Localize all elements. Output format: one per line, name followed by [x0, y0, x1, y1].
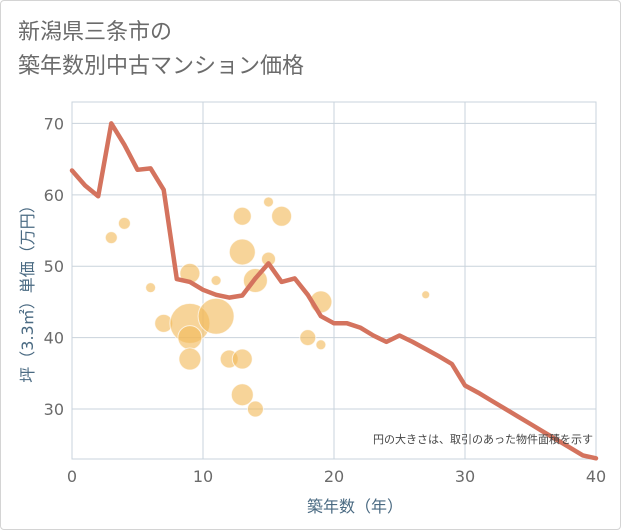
bubble-point-6	[177, 325, 203, 351]
bubble-point-17	[263, 196, 274, 208]
title-line-2: 築年数別中古マンション価格	[18, 54, 305, 79]
x-axis-label: 築年数（年）	[307, 497, 403, 516]
x-tick-20: 20	[324, 467, 344, 486]
y-tick-40: 40	[44, 329, 64, 348]
bubble-point-23	[421, 290, 431, 300]
x-tick-0: 0	[67, 467, 77, 486]
y-tick-70: 70	[44, 114, 64, 133]
grid	[71, 101, 597, 460]
bubble-series	[104, 196, 431, 418]
bubble-point-13	[231, 348, 253, 370]
bubble-point-14	[230, 383, 254, 407]
x-tick-40: 40	[586, 467, 606, 486]
bubble-point-9	[210, 275, 222, 286]
bubble-point-2	[145, 282, 157, 294]
y-axis-ticks: 30 40 50 60 70	[44, 114, 64, 419]
y-tick-60: 60	[44, 186, 64, 205]
bubble-point-20	[299, 329, 317, 347]
x-tick-10: 10	[193, 467, 213, 486]
chart-title: 新潟県三条市の 築年数別中古マンション価格	[18, 16, 304, 84]
bubble-point-19	[271, 205, 293, 227]
bubble-point-1	[117, 216, 131, 230]
bubble-point-12	[228, 238, 256, 266]
bubble-point-0	[104, 231, 118, 245]
size-note: 円の大きさは、取引のあった物件面積を示す	[373, 432, 593, 446]
bubble-point-22	[315, 339, 327, 351]
y-tick-50: 50	[44, 257, 64, 276]
y-tick-30: 30	[44, 400, 64, 419]
title-line-1: 新潟県三条市の	[18, 20, 173, 45]
x-axis-ticks: 0 10 20 30 40	[67, 467, 606, 486]
bubble-point-11	[232, 206, 252, 226]
y-axis-label: 坪（3.3㎡）単価（万円）	[18, 197, 37, 382]
bubble-point-7	[178, 347, 202, 371]
x-tick-30: 30	[455, 467, 475, 486]
line-series	[69, 121, 599, 461]
bubble-point-8	[197, 297, 235, 335]
average-price-line	[69, 121, 599, 461]
bubble-point-16	[246, 400, 264, 418]
